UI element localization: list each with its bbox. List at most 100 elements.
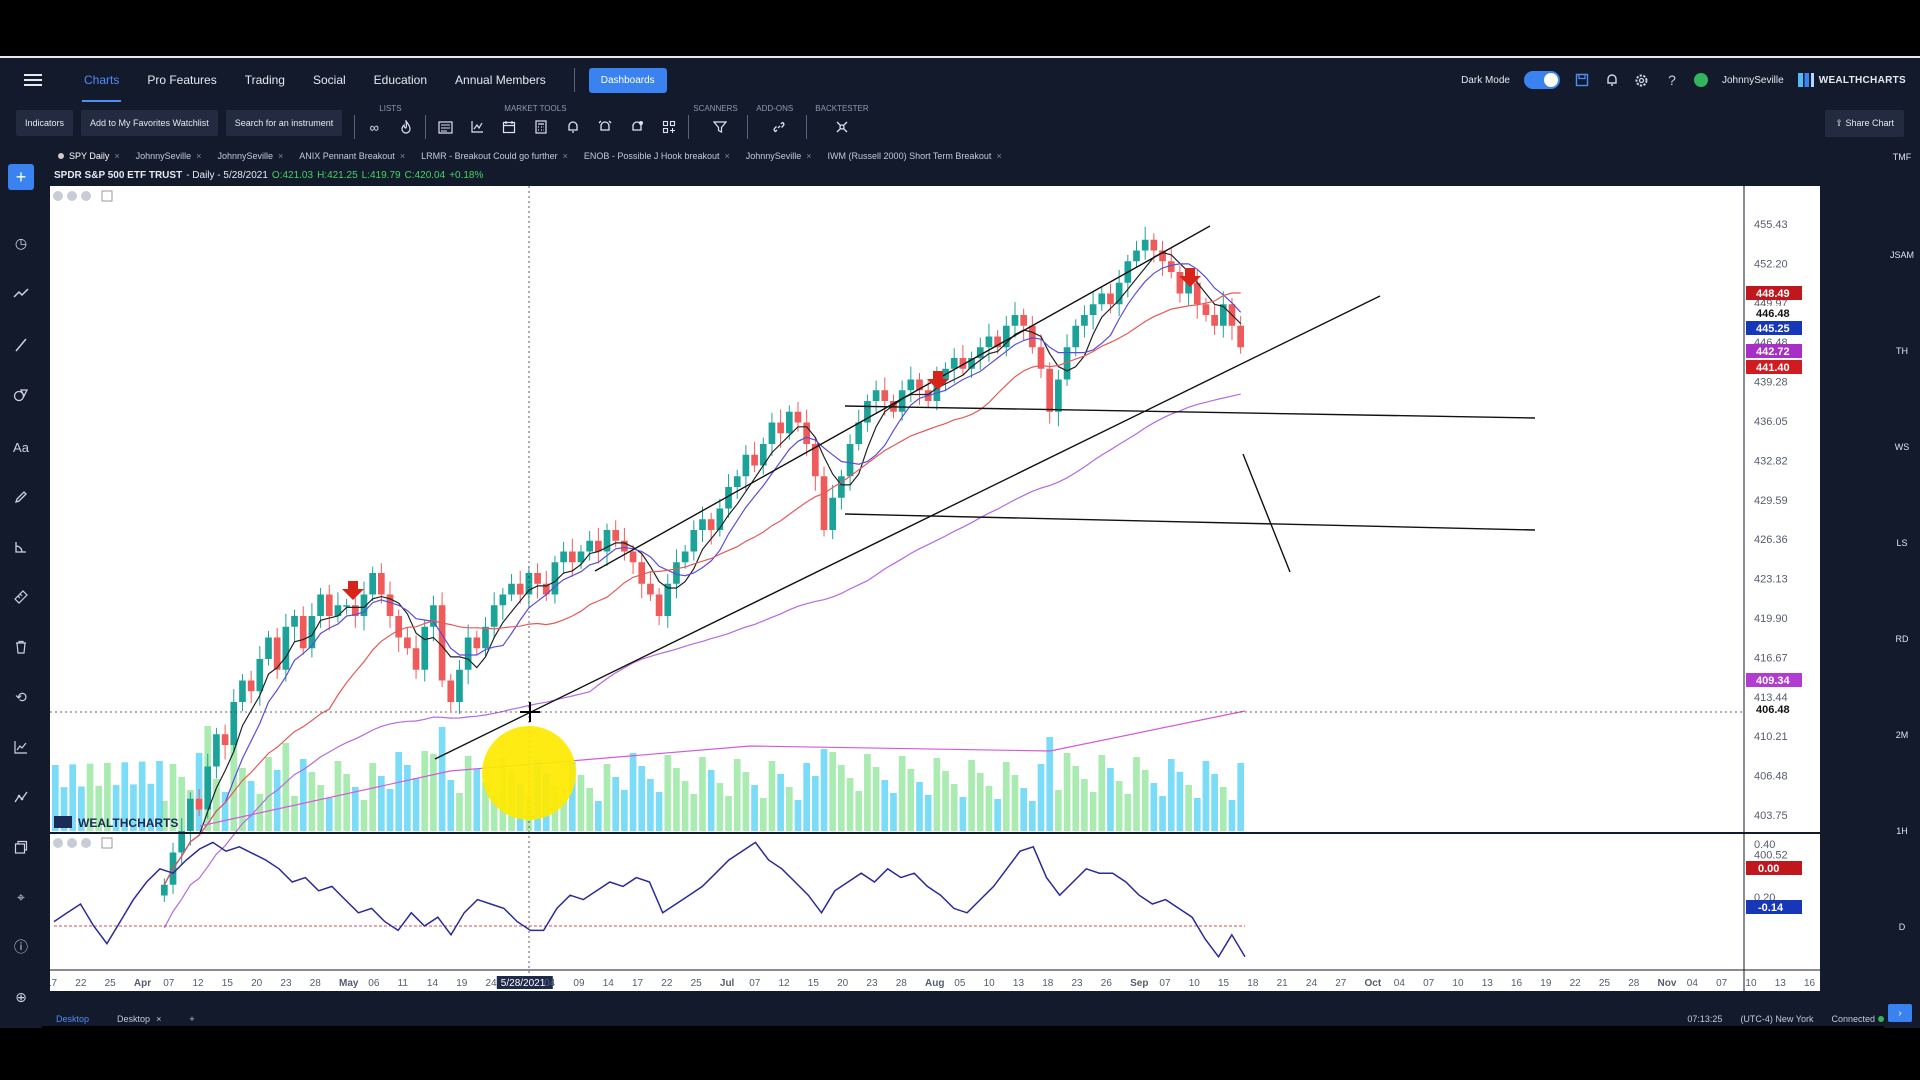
close-icon[interactable]: × [114, 151, 120, 161]
sell-signal-arrow [342, 581, 364, 600]
chart-tab[interactable]: ENOB - Possible J Hook breakout × [576, 151, 738, 161]
chart-tab[interactable]: LRMR - Breakout Could go further × [413, 151, 576, 161]
pencil-icon[interactable] [12, 488, 30, 506]
instrument-search[interactable]: Search for an instrument [225, 110, 343, 136]
backtester-icon[interactable] [833, 118, 851, 136]
close-icon[interactable]: × [277, 151, 284, 161]
add-desktop-button[interactable]: + [189, 1014, 195, 1024]
time-tick-label: 07 [163, 978, 175, 989]
trend-icon[interactable] [12, 284, 30, 302]
username[interactable]: JohnnySeville [1721, 74, 1784, 86]
nav-pro-features[interactable]: Pro Features [147, 73, 217, 87]
chart-bars-icon[interactable] [468, 118, 486, 136]
time-tick-label: 18 [1247, 978, 1259, 989]
volume-bar [1211, 774, 1218, 831]
trash-icon[interactable] [12, 638, 30, 656]
volume-bar [1237, 763, 1244, 831]
timezone[interactable]: (UTC-4) New York [1740, 1014, 1814, 1024]
close-icon[interactable]: × [399, 151, 406, 161]
volume-bar [1150, 783, 1158, 831]
desktop-tab[interactable]: Desktop [42, 1014, 103, 1024]
alert-bell-icon[interactable] [564, 118, 582, 136]
fire-icon[interactable] [397, 118, 415, 136]
price-tick-label: 410.21 [1754, 731, 1788, 743]
share-chart-button[interactable]: ⇪ Share Chart [1825, 110, 1904, 137]
nav-divider [573, 68, 575, 92]
timeframe-ls[interactable]: LS [1896, 538, 1908, 548]
calculator-icon[interactable] [532, 118, 550, 136]
text-tool-icon[interactable]: Aa [13, 439, 29, 455]
time-tick-label: 5/28/2021 [501, 978, 546, 989]
time-tick-label: 17 [632, 978, 644, 989]
close-icon[interactable]: × [724, 151, 730, 161]
ruler-icon[interactable] [12, 588, 30, 606]
help-icon[interactable]: ? [1668, 72, 1676, 88]
clock-icon[interactable]: ◷ [14, 234, 28, 251]
indicators-button[interactable]: Indicators [16, 110, 74, 136]
menu-icon[interactable] [24, 74, 42, 86]
toolbar-divider [688, 115, 690, 139]
bell-icon[interactable] [1604, 72, 1620, 88]
alarm-icon[interactable] [596, 118, 614, 136]
chart-tab[interactable]: ANIX Pennant Breakout × [291, 151, 413, 161]
chart-area[interactable]: WEALTHCHARTS 455.43 452.20 449.97 446.48 439… [46, 186, 1820, 991]
chart-tab[interactable]: JohnnySeville × [128, 151, 210, 161]
candle [621, 540, 628, 552]
desktop-tab[interactable]: Desktop × [103, 1014, 175, 1024]
chart-tab[interactable]: SPY Daily × [50, 151, 128, 161]
timeframe-2m[interactable]: 2M [1895, 730, 1909, 740]
link-icon[interactable] [770, 118, 788, 136]
close-icon[interactable]: × [156, 1014, 162, 1024]
add-to-watchlist-button[interactable]: Add to My Favorites Watchlist [81, 110, 218, 136]
candle [230, 702, 238, 745]
shapes-icon[interactable] [12, 386, 30, 404]
glasses-icon[interactable]: ∞ [369, 119, 379, 135]
close-icon[interactable]: × [806, 151, 812, 161]
crosshair-icon[interactable]: ⌖ [17, 888, 25, 905]
close-icon[interactable]: × [562, 151, 568, 161]
timeframe-jsam[interactable]: JSAM [1889, 250, 1914, 260]
nav-trading[interactable]: Trading [244, 73, 285, 87]
nav-annual-members[interactable]: Annual Members [455, 73, 546, 87]
timeframe-1h[interactable]: 1H [1896, 826, 1908, 836]
line-tool-icon[interactable] [12, 336, 30, 354]
nav-charts[interactable]: Charts [70, 58, 133, 102]
refresh-icon[interactable]: ⟲ [15, 688, 27, 705]
dashboards-button[interactable]: Dashboards [588, 67, 667, 93]
gear-icon[interactable] [1634, 72, 1650, 88]
nav-education[interactable]: Education [373, 73, 428, 87]
timeframe-d[interactable]: D [1898, 922, 1906, 932]
nav-social[interactable]: Social [312, 73, 346, 87]
calendar-icon[interactable] [500, 118, 518, 136]
expand-arrow-button[interactable]: › [1888, 1004, 1912, 1022]
avatar[interactable] [1693, 73, 1708, 87]
grid-tool-icon[interactable] [660, 118, 678, 136]
price-chart[interactable]: WEALTHCHARTS 455.43452.20449.97446.48439… [46, 186, 1820, 991]
volume-bar [1011, 775, 1019, 831]
add-drawing-button[interactable]: + [8, 164, 34, 190]
dark-mode-toggle[interactable] [1523, 71, 1560, 89]
candle [542, 583, 550, 595]
close-icon[interactable]: × [996, 151, 1002, 161]
filter-icon[interactable] [711, 118, 729, 136]
layers-icon[interactable] [12, 838, 30, 856]
save-icon[interactable] [1574, 72, 1590, 88]
close-icon[interactable]: × [196, 151, 202, 161]
chart-tab[interactable]: IWM (Russell 2000) Short Term Breakout × [820, 151, 1010, 161]
angle-icon[interactable] [12, 538, 30, 556]
volume-bar [1002, 762, 1010, 831]
chart-tab[interactable]: JohnnySeville × [209, 151, 291, 161]
timeframe-rd[interactable]: RD [1895, 634, 1909, 644]
timeframe-tmf[interactable]: TMF [1892, 152, 1912, 162]
globe-icon[interactable]: ⊕ [15, 988, 27, 1005]
timeframe-th[interactable]: TH [1896, 346, 1908, 356]
indicator-icon[interactable] [12, 788, 30, 806]
notification-bell-icon[interactable] [628, 118, 646, 136]
time-tick-label: 13 [1013, 978, 1025, 989]
line-chart-icon[interactable] [12, 738, 30, 756]
candle [1063, 347, 1071, 380]
info-icon[interactable]: ⓘ [14, 939, 28, 955]
newspaper-icon[interactable] [436, 118, 454, 136]
timeframe-ws[interactable]: WS [1894, 442, 1910, 452]
chart-tab[interactable]: JohnnySeville × [738, 151, 820, 161]
